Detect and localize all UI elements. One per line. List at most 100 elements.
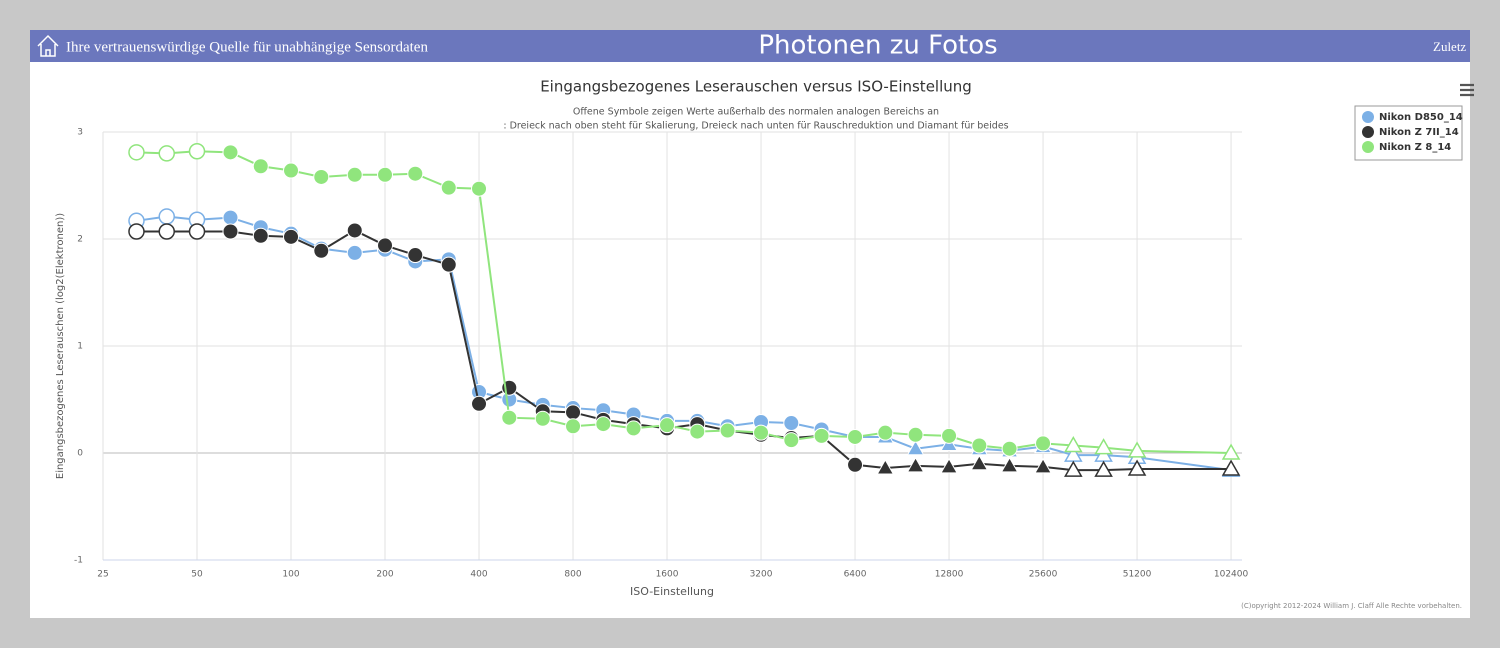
marker [440,179,457,196]
y-tick-label: 1 [77,342,83,352]
marker [1221,443,1241,460]
marker [1064,460,1083,477]
marker [158,223,175,240]
marker [906,456,925,473]
marker [907,426,924,443]
marker [1221,459,1241,476]
marker [1094,460,1113,477]
x-tick-label: 400 [470,570,487,580]
marker [501,409,518,426]
x-tick-label: 1600 [656,570,679,580]
marker [377,237,394,254]
y-axis-label: Eingangsbezogenes Leserauschen (log2(Ele… [55,213,66,479]
marker [222,223,239,240]
marker [847,428,864,445]
legend-symbol [1362,141,1374,153]
marker [188,143,206,160]
marker [377,166,394,183]
marker [753,424,770,441]
marker [659,417,676,434]
marker [906,439,925,456]
marker [222,144,239,161]
marker [471,395,488,412]
marker [188,223,206,240]
tagline: Ihre vertrauenswürdige Quelle für unabhä… [66,39,428,55]
marker [847,456,864,473]
marker [222,209,239,226]
subtitle: Offene Symbole zeigen Werte außerhalb de… [573,107,939,118]
panel [30,30,1470,618]
home-icon[interactable] [37,34,59,57]
marker [1127,459,1147,476]
legend-symbol [1362,126,1374,138]
marker [565,404,582,421]
x-tick-label: 102400 [1214,570,1249,580]
x-tick-label: 800 [564,570,581,580]
marker [346,244,363,261]
marker [940,457,958,474]
marker [346,166,363,183]
marker [158,145,175,162]
x-tick-label: 100 [282,570,299,580]
menu-button[interactable] [1460,83,1474,97]
marker [1035,435,1052,452]
nav-link[interactable]: Zuletz [1433,39,1466,54]
marker [970,454,989,471]
marker [625,420,642,437]
legend-label[interactable]: Nikon D850_14 [1379,112,1463,123]
marker [346,222,363,239]
marker [1000,456,1019,473]
marker [783,432,800,449]
marker [283,228,300,245]
marker [407,247,424,264]
x-tick-label: 25600 [1029,570,1058,580]
y-tick-label: 3 [77,128,83,138]
copyright: (C)opyright 2012-2024 William J. Claff A… [1241,602,1462,610]
legend-label[interactable]: Nikon Z 7II_14 [1379,127,1459,138]
marker [877,424,894,441]
x-tick-label: 3200 [750,570,773,580]
marker [941,427,958,444]
marker [689,423,706,440]
marker [1127,441,1147,458]
chart-title: Eingangsbezogenes Leserauschen versus IS… [540,78,972,96]
marker [783,415,800,432]
y-tick-label: 0 [77,449,83,459]
y-tick-label: 2 [77,235,83,245]
marker [252,227,269,244]
marker [719,422,736,439]
marker [128,144,145,161]
marker [128,223,145,240]
marker [971,437,988,454]
x-tick-label: 200 [376,570,393,580]
x-tick-label: 12800 [935,570,964,580]
x-tick-label: 51200 [1123,570,1152,580]
marker [471,180,488,197]
marker [534,410,551,427]
marker [283,162,300,179]
marker [595,416,612,433]
series-line [136,150,1232,454]
marker [1064,435,1083,453]
header: Ihre vertrauenswürdige Quelle für unabhä… [37,31,1466,61]
site-title[interactable]: Photonen zu Fotos [758,31,997,61]
marker [1001,440,1018,457]
marker [440,256,457,273]
marker [252,158,269,175]
series-line [136,215,1232,472]
y-tick-label: -1 [74,556,83,566]
marker [313,242,330,259]
marker [813,427,830,444]
header-bar [30,30,1470,62]
marker [158,208,175,225]
legend-symbol [1362,111,1374,123]
marker [876,458,895,475]
marker [313,168,330,185]
marker [1094,438,1113,455]
x-tick-label: 50 [191,570,203,580]
x-tick-label: 6400 [844,570,867,580]
marker [1034,457,1052,474]
marker [407,165,424,182]
legend-label[interactable]: Nikon Z 8_14 [1379,142,1451,153]
